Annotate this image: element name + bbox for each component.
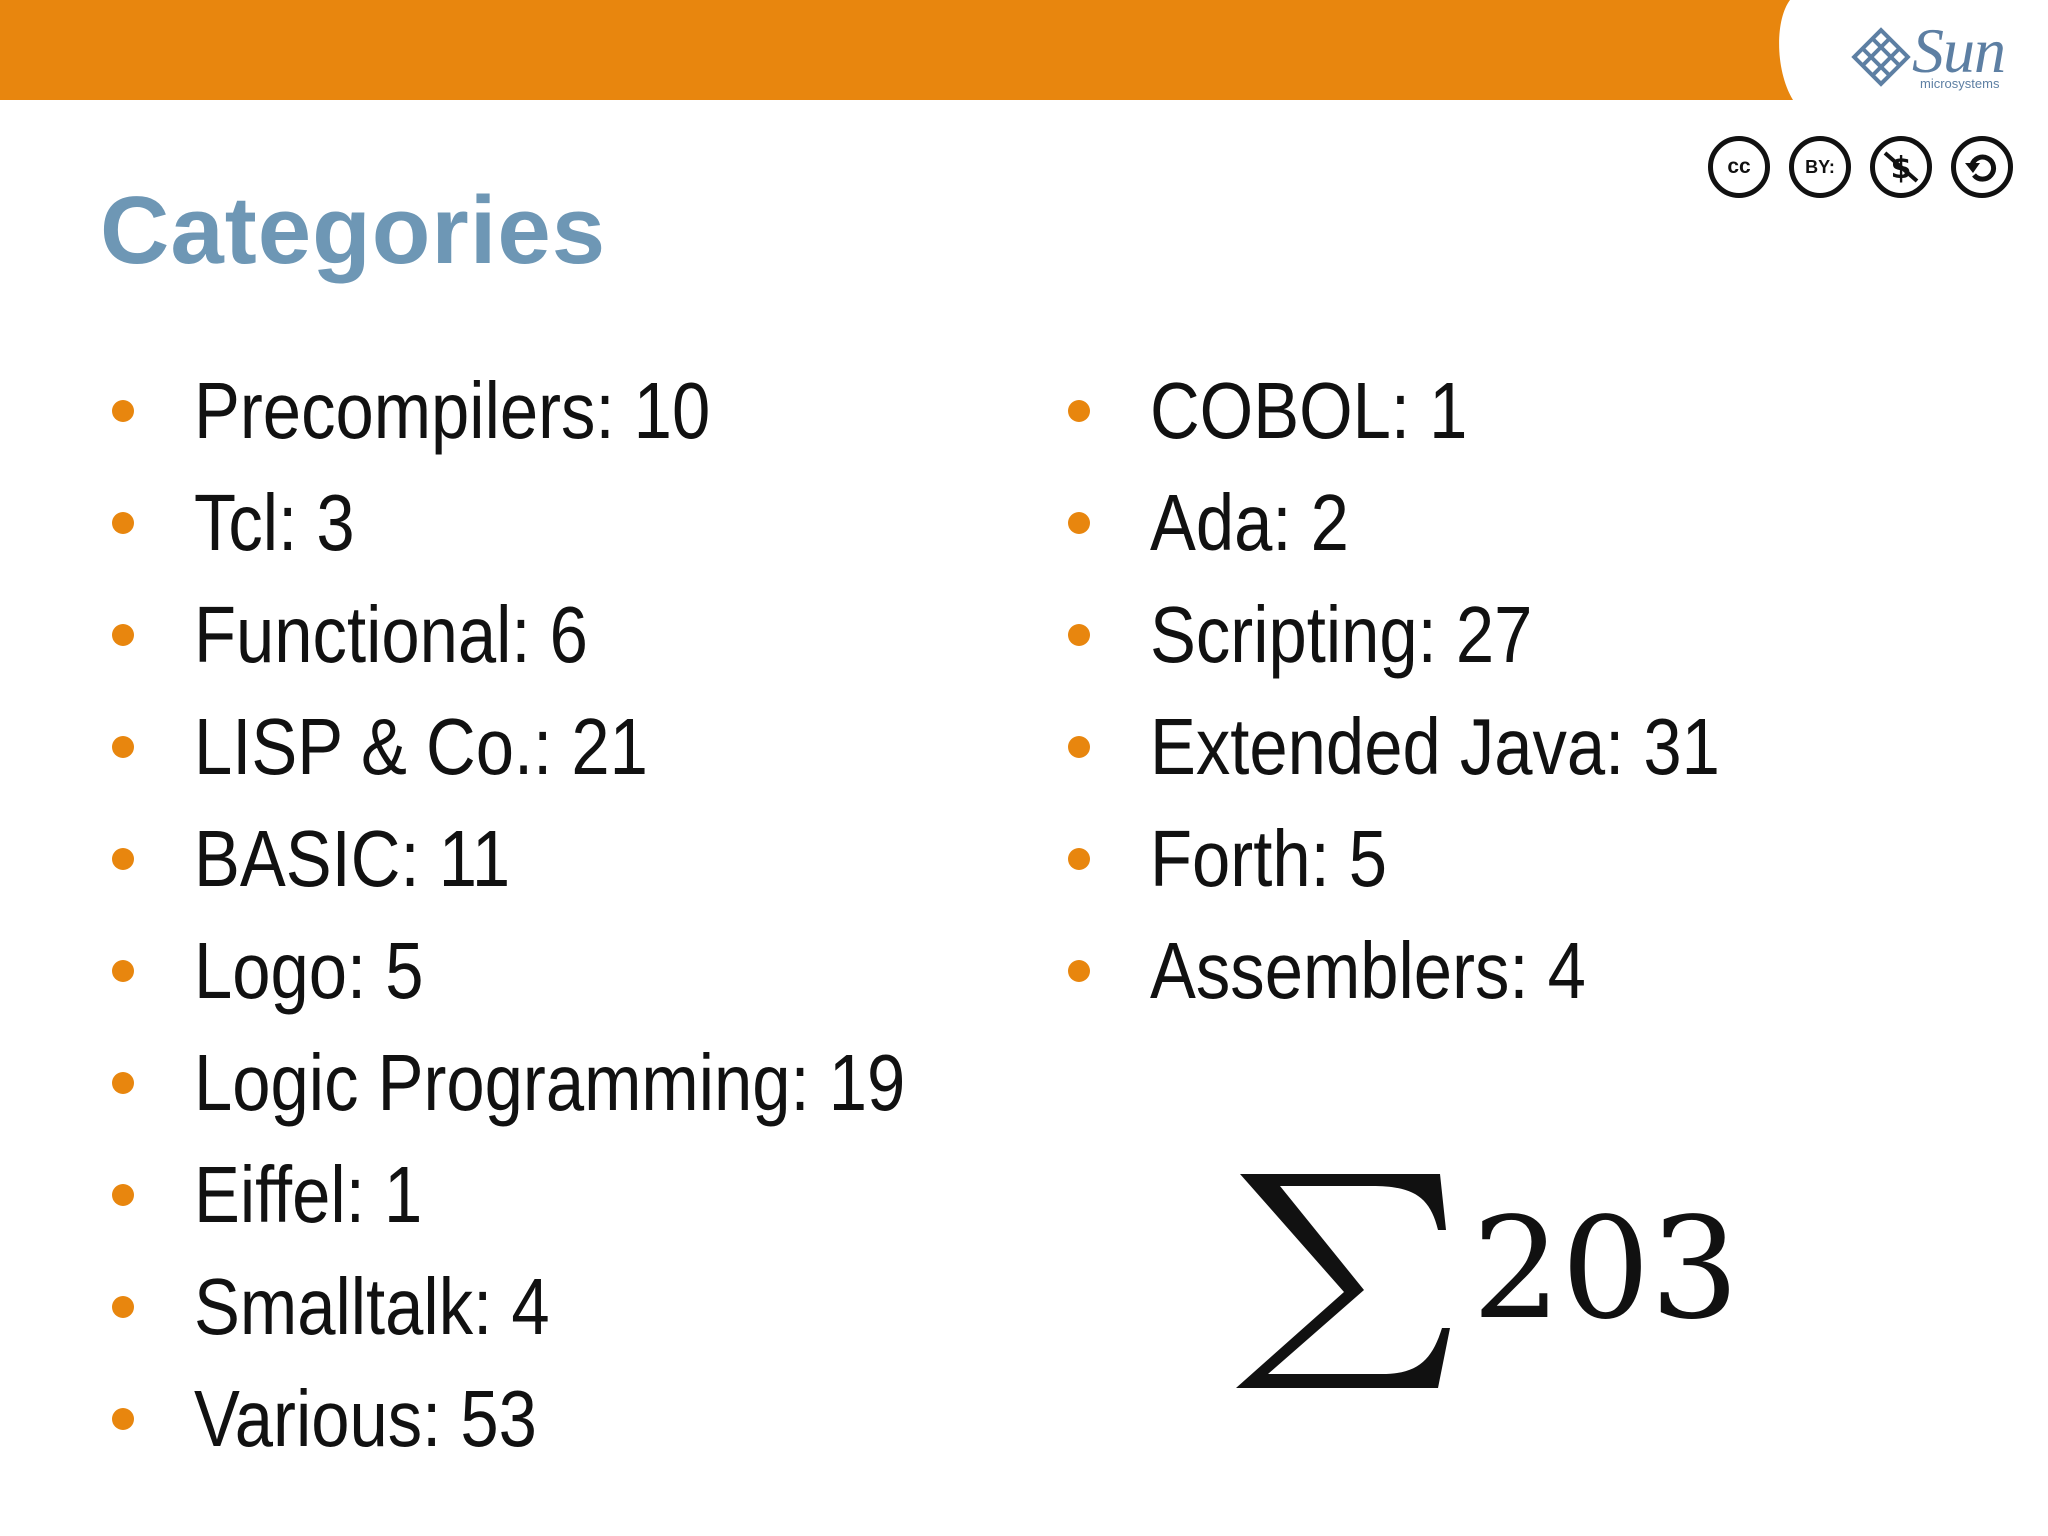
list-item: Tcl: 3 <box>112 467 1021 579</box>
list-item: Various: 53 <box>112 1363 1021 1475</box>
category-label: Functional: 6 <box>194 590 588 679</box>
category-label: Ada: 2 <box>1150 478 1349 567</box>
list-item: Smalltalk: 4 <box>112 1251 1021 1363</box>
list-item: COBOL: 1 <box>1068 355 1813 467</box>
bullet-icon <box>112 1408 134 1430</box>
bullet-icon <box>1068 512 1090 534</box>
category-label: Forth: 5 <box>1150 814 1388 903</box>
list-item: Assemblers: 4 <box>1068 915 1813 1027</box>
bullet-icon <box>112 512 134 534</box>
bullet-icon <box>112 624 134 646</box>
bullet-icon <box>1068 624 1090 646</box>
category-label: Assemblers: 4 <box>1150 926 1586 1015</box>
category-label: Logic Programming: 19 <box>194 1038 906 1127</box>
bullet-icon <box>1068 848 1090 870</box>
bullet-icon <box>112 848 134 870</box>
list-item: Scripting: 27 <box>1068 579 1813 691</box>
list-item: LISP & Co.: 21 <box>112 691 1021 803</box>
list-item: Logo: 5 <box>112 915 1021 1027</box>
sum-value: 203 <box>1472 1188 1740 1351</box>
list-item: Logic Programming: 19 <box>112 1027 1021 1139</box>
category-label: COBOL: 1 <box>1150 366 1468 455</box>
sun-diamond-icon <box>1851 27 1911 87</box>
bullet-icon <box>112 960 134 982</box>
category-label: Various: 53 <box>194 1374 537 1463</box>
sun-logo: Sun microsystems <box>1850 15 2010 95</box>
list-item: Functional: 6 <box>112 579 1021 691</box>
bullet-icon <box>1068 960 1090 982</box>
category-label: Scripting: 27 <box>1150 590 1533 679</box>
list-item: Eiffel: 1 <box>112 1139 1021 1251</box>
list-item: Ada: 2 <box>1068 467 1813 579</box>
license-badges: cc BY: $ <box>1708 136 2013 204</box>
bullet-icon <box>112 400 134 422</box>
logo-subtext: microsystems <box>1920 76 2000 91</box>
category-label: Extended Java: 31 <box>1150 702 1720 791</box>
category-label: BASIC: 11 <box>194 814 511 903</box>
list-item: Forth: 5 <box>1068 803 1813 915</box>
category-label: Logo: 5 <box>194 926 424 1015</box>
category-label: Tcl: 3 <box>194 478 355 567</box>
category-label: LISP & Co.: 21 <box>194 702 648 791</box>
by-icon: BY: <box>1789 136 1851 198</box>
cc-icon: cc <box>1708 136 1770 198</box>
list-item: BASIC: 11 <box>112 803 1021 915</box>
bullet-icon <box>112 1184 134 1206</box>
category-label: Precompilers: 10 <box>194 366 711 455</box>
non-commercial-icon: $ <box>1870 136 1932 198</box>
category-list-left: Precompilers: 10 Tcl: 3 Functional: 6 LI… <box>112 355 1021 1475</box>
logo-wordmark: Sun <box>1912 15 2006 86</box>
bullet-icon <box>1068 400 1090 422</box>
list-item: Precompilers: 10 <box>112 355 1021 467</box>
bullet-icon <box>112 1072 134 1094</box>
bullet-icon <box>112 1296 134 1318</box>
sigma-icon <box>1236 1174 1450 1388</box>
list-item: Extended Java: 31 <box>1068 691 1813 803</box>
category-label: Smalltalk: 4 <box>194 1262 550 1351</box>
page-title: Categories <box>100 177 607 284</box>
bullet-icon <box>112 736 134 758</box>
share-alike-icon <box>1951 136 2013 198</box>
header-band <box>0 0 1793 100</box>
category-label: Eiffel: 1 <box>194 1150 423 1239</box>
category-list-right: COBOL: 1 Ada: 2 Scripting: 27 Extended J… <box>1068 355 1813 1027</box>
bullet-icon <box>1068 736 1090 758</box>
